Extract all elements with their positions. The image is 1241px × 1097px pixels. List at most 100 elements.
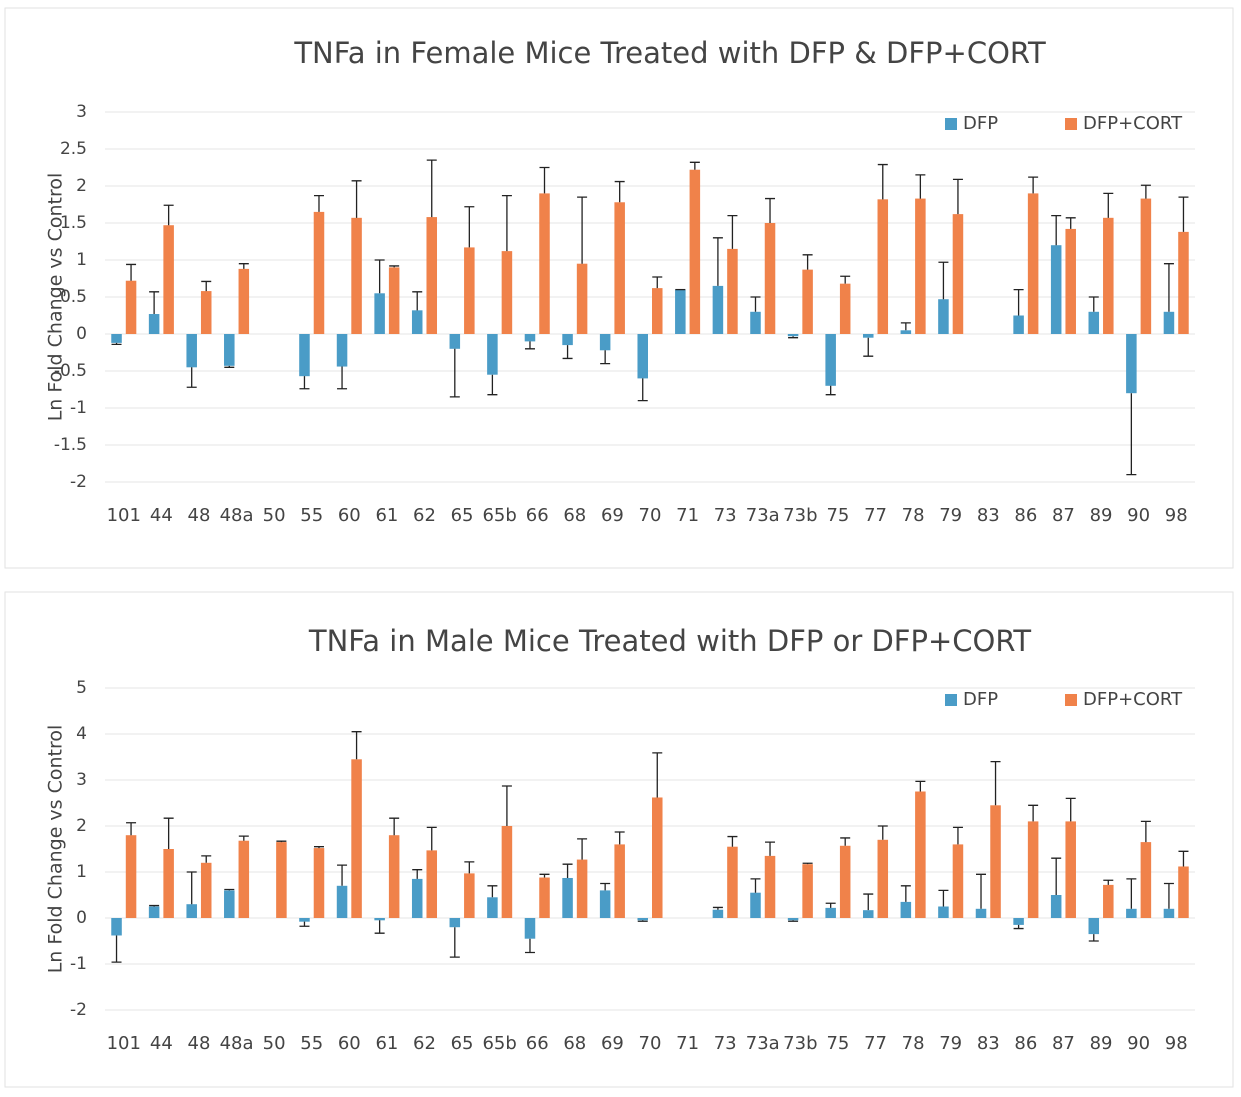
error-bar bbox=[163, 204, 174, 226]
x-tick-label: 75 bbox=[826, 1033, 849, 1054]
y-tick-label: 1 bbox=[76, 250, 87, 270]
bar bbox=[599, 334, 611, 351]
x-tick-label: 69 bbox=[601, 505, 624, 526]
error-bar bbox=[840, 837, 851, 846]
error-bar bbox=[111, 342, 122, 346]
x-tick-label: 48 bbox=[188, 505, 211, 526]
bar bbox=[727, 248, 738, 334]
bar bbox=[764, 223, 776, 334]
x-tick-label: 83 bbox=[977, 1033, 1000, 1054]
error-bar bbox=[877, 825, 888, 840]
bar bbox=[1103, 884, 1114, 918]
bar bbox=[750, 311, 761, 334]
bar bbox=[877, 199, 889, 334]
error-bar bbox=[1028, 176, 1039, 194]
error-bar bbox=[149, 904, 160, 907]
bar bbox=[599, 890, 611, 918]
bar bbox=[501, 251, 513, 334]
error-bar bbox=[201, 855, 212, 863]
x-tick-label: 48 bbox=[188, 1033, 211, 1054]
bar bbox=[675, 289, 686, 334]
bar bbox=[576, 263, 588, 334]
error-bar bbox=[840, 275, 851, 284]
bar bbox=[388, 267, 400, 334]
bar bbox=[839, 283, 851, 334]
x-tick-label: 60 bbox=[338, 505, 361, 526]
x-tick-label: 65 bbox=[451, 1033, 474, 1054]
error-bar bbox=[1163, 263, 1174, 312]
error-bar bbox=[389, 265, 400, 268]
x-tick-label: 71 bbox=[676, 505, 699, 526]
bar bbox=[689, 169, 701, 334]
error-bar bbox=[1051, 214, 1062, 246]
error-bar bbox=[1013, 288, 1024, 316]
x-tick-label: 73a bbox=[746, 1033, 780, 1054]
error-bar bbox=[501, 785, 512, 826]
error-bar bbox=[825, 902, 836, 908]
bar bbox=[313, 848, 325, 918]
y-tick-label: 0.5 bbox=[60, 287, 87, 307]
legend-swatch bbox=[945, 694, 957, 706]
error-bar bbox=[788, 920, 799, 922]
error-bar bbox=[900, 885, 911, 902]
bar bbox=[299, 334, 310, 377]
chart-title: TNFa in Female Mice Treated with DFP & D… bbox=[293, 36, 1046, 70]
bar bbox=[224, 334, 235, 366]
x-tick-label: 48a bbox=[220, 505, 254, 526]
bar bbox=[449, 334, 461, 349]
y-tick-label: 1.5 bbox=[60, 213, 87, 233]
bar bbox=[148, 314, 160, 334]
error-bar bbox=[614, 831, 625, 845]
error-bar bbox=[1140, 184, 1151, 199]
error-bar bbox=[238, 835, 249, 841]
x-tick-label: 61 bbox=[375, 505, 398, 526]
bar bbox=[1163, 311, 1175, 334]
x-tick-label: 73a bbox=[746, 505, 780, 526]
y-tick-label: 4 bbox=[76, 724, 87, 744]
error-bar bbox=[276, 840, 287, 843]
bar bbox=[111, 918, 122, 936]
y-tick-label: -1 bbox=[70, 398, 87, 418]
bar bbox=[1050, 895, 1062, 918]
error-bar bbox=[501, 194, 512, 252]
error-bar bbox=[163, 817, 174, 849]
error-bar bbox=[863, 893, 874, 911]
error-bar bbox=[1065, 217, 1076, 229]
error-bar bbox=[802, 254, 813, 270]
y-tick-label: 0 bbox=[76, 324, 87, 344]
error-bar bbox=[412, 869, 423, 879]
bar bbox=[336, 334, 348, 367]
error-bar bbox=[1178, 196, 1189, 232]
bar bbox=[276, 842, 287, 918]
error-bar bbox=[524, 341, 535, 350]
x-tick-label: 66 bbox=[526, 1033, 549, 1054]
error-bar bbox=[1140, 820, 1151, 843]
bar bbox=[487, 897, 498, 918]
error-bar bbox=[952, 826, 963, 845]
x-tick-label: 79 bbox=[939, 505, 962, 526]
bar bbox=[299, 918, 310, 922]
bar bbox=[576, 859, 588, 918]
x-tick-label: 50 bbox=[263, 505, 286, 526]
bar bbox=[862, 910, 874, 918]
error-bar bbox=[412, 291, 423, 311]
bar bbox=[825, 907, 836, 918]
error-bar bbox=[614, 180, 625, 203]
x-tick-label: 55 bbox=[300, 505, 323, 526]
bar bbox=[163, 849, 174, 918]
x-tick-label: 44 bbox=[150, 1033, 173, 1054]
error-bar bbox=[524, 938, 535, 954]
bar bbox=[1178, 866, 1189, 918]
bar bbox=[952, 844, 964, 918]
bar bbox=[825, 334, 836, 386]
x-tick-label: 73 bbox=[714, 505, 737, 526]
bar bbox=[727, 846, 738, 918]
bar bbox=[426, 850, 438, 918]
y-tick-label: -1.5 bbox=[54, 435, 87, 455]
error-bar bbox=[938, 889, 949, 907]
x-tick-label: 65b bbox=[482, 1033, 516, 1054]
error-bar bbox=[1028, 804, 1039, 822]
error-bar bbox=[1088, 934, 1099, 942]
bar bbox=[411, 878, 423, 918]
y-tick-label: 2.5 bbox=[60, 139, 87, 159]
